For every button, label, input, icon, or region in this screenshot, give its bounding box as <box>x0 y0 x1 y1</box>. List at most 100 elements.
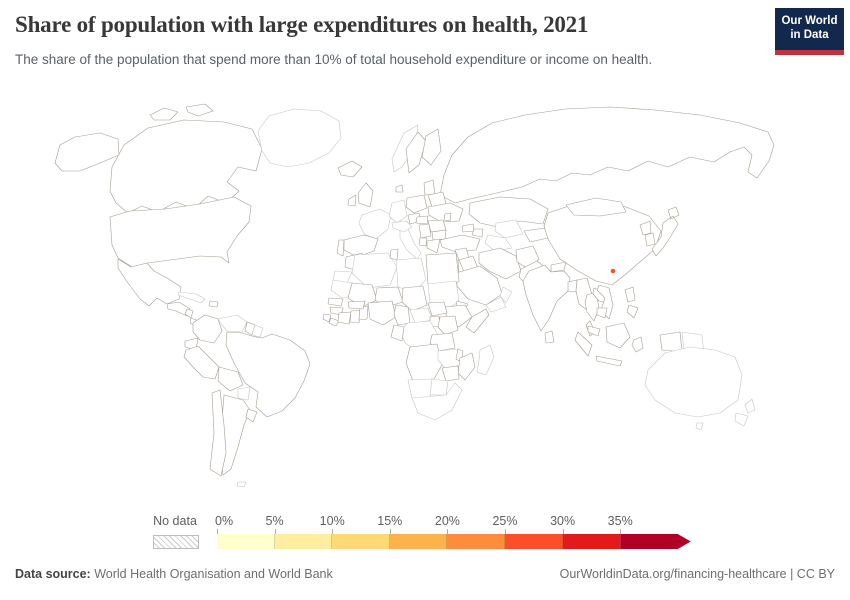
country-georgia[interactable] <box>461 223 475 233</box>
country-turkey[interactable] <box>439 234 481 253</box>
country-liberia[interactable] <box>328 317 340 327</box>
country-botswana[interactable] <box>429 378 449 396</box>
country-sulawesi[interactable] <box>631 336 644 353</box>
legend-bin-25-30[interactable] <box>504 534 563 549</box>
country-nicaragua[interactable] <box>184 308 194 319</box>
country-colombia[interactable] <box>192 314 223 344</box>
country-france[interactable] <box>358 208 392 240</box>
country-south-korea[interactable] <box>644 232 656 247</box>
country-kyrgyzstan-tajikistan[interactable] <box>523 227 549 243</box>
country-bangladesh[interactable] <box>567 279 578 293</box>
country-baltic-states[interactable] <box>423 179 436 196</box>
country-hungary[interactable] <box>415 215 429 225</box>
country-poland[interactable] <box>405 194 428 214</box>
country-brazil[interactable] <box>225 331 311 418</box>
legend-bin-10-15[interactable] <box>332 534 390 549</box>
country-italy[interactable] <box>399 225 422 260</box>
legend-bin-5-10[interactable] <box>274 534 333 549</box>
country-ivory-coast[interactable] <box>337 311 352 325</box>
country-malaysia[interactable] <box>587 325 601 337</box>
country-russia[interactable] <box>439 106 775 204</box>
country-denmark[interactable] <box>395 184 404 193</box>
country-guatemala-honduras[interactable] <box>166 301 191 317</box>
country-mongolia[interactable] <box>565 197 627 217</box>
country-new-zealand[interactable] <box>734 398 756 427</box>
country-united-kingdom[interactable] <box>357 182 374 208</box>
country-india[interactable] <box>522 264 571 332</box>
country-somalia[interactable] <box>465 308 490 334</box>
country-ukraine[interactable] <box>427 202 464 223</box>
country-sierra-leone[interactable] <box>322 313 332 323</box>
country-australia[interactable] <box>644 346 743 431</box>
country-ghana[interactable] <box>349 309 361 324</box>
country-tunisia[interactable] <box>389 248 399 261</box>
country-sri-lanka[interactable] <box>544 330 555 344</box>
country-moldova[interactable] <box>443 212 452 222</box>
country-oman[interactable] <box>499 286 513 304</box>
legend-bin-35+[interactable] <box>620 534 691 549</box>
legend-bin-15-20[interactable] <box>389 534 448 549</box>
country-bulgaria[interactable] <box>431 229 447 241</box>
country-java[interactable] <box>595 355 623 367</box>
country-mexico[interactable] <box>117 258 182 307</box>
country-hispaniola[interactable] <box>208 300 219 308</box>
country-south-africa[interactable] <box>411 382 463 421</box>
legend-bin-20-25[interactable] <box>447 534 505 549</box>
country-canadian-arctic[interactable] <box>149 103 214 121</box>
country-canada[interactable] <box>109 119 263 214</box>
country-angola[interactable] <box>405 343 443 382</box>
country-bolivia[interactable] <box>217 366 244 392</box>
country-suriname[interactable] <box>251 324 264 338</box>
country-austria-switzerland[interactable] <box>391 220 413 233</box>
country-paraguay[interactable] <box>237 386 251 401</box>
country-alaska[interactable] <box>54 132 120 172</box>
legend-bin-30-35[interactable] <box>562 534 621 549</box>
country-portugal[interactable] <box>336 239 345 257</box>
country-north-korea[interactable] <box>639 220 652 236</box>
country-south-sudan[interactable] <box>427 301 448 317</box>
country-west-new-guinea[interactable] <box>659 331 683 353</box>
country-madagascar[interactable] <box>476 344 495 376</box>
country-indonesia-borneo[interactable] <box>605 322 631 349</box>
country-chile[interactable] <box>209 389 227 477</box>
country-peru[interactable] <box>183 345 220 380</box>
country-saudi-arabia[interactable] <box>455 265 503 306</box>
country-zimbabwe[interactable] <box>441 365 460 382</box>
country-albania[interactable] <box>418 237 428 247</box>
country-iran[interactable] <box>478 247 522 280</box>
country-cameroon[interactable] <box>393 304 411 326</box>
country-philippines[interactable] <box>624 286 639 319</box>
country-kazakhstan[interactable] <box>468 196 549 228</box>
country-togo-benin[interactable] <box>358 305 369 321</box>
country-uzbekistan[interactable] <box>494 219 524 239</box>
country-congo-gabon[interactable] <box>390 324 405 342</box>
country-sumatra[interactable] <box>574 331 593 357</box>
country-serbia[interactable] <box>418 223 432 239</box>
country-finland[interactable] <box>421 128 442 166</box>
country-falkland-islands[interactable] <box>236 481 247 488</box>
no-data-swatch[interactable] <box>153 535 199 549</box>
country-cambodia[interactable] <box>596 307 608 319</box>
country-senegal[interactable] <box>327 297 344 307</box>
country-kenya[interactable] <box>437 315 459 336</box>
country-algeria[interactable] <box>351 252 398 289</box>
country-uruguay[interactable] <box>245 408 258 423</box>
country-azerbaijan-armenia[interactable] <box>471 228 484 238</box>
country-burkina-faso[interactable] <box>347 300 366 310</box>
country-yemen[interactable] <box>485 296 507 313</box>
country-germany[interactable] <box>388 199 408 224</box>
citation-link[interactable]: OurWorldinData.org/financing-healthcare … <box>559 567 835 581</box>
country-chad[interactable] <box>401 285 428 312</box>
country-central-african-republic[interactable] <box>409 307 433 324</box>
country-nigeria[interactable] <box>367 300 397 326</box>
country-japan[interactable] <box>651 206 680 257</box>
country-hong-kong[interactable] <box>610 268 616 274</box>
legend-bin-0-5[interactable] <box>217 534 275 549</box>
country-greenland[interactable] <box>257 108 342 168</box>
country-cuba[interactable] <box>177 291 206 304</box>
country-spain[interactable] <box>343 234 379 258</box>
country-nepal[interactable] <box>550 261 567 273</box>
country-iceland[interactable] <box>337 160 363 178</box>
country-ireland[interactable] <box>347 194 357 207</box>
country-venezuela[interactable] <box>217 314 248 333</box>
